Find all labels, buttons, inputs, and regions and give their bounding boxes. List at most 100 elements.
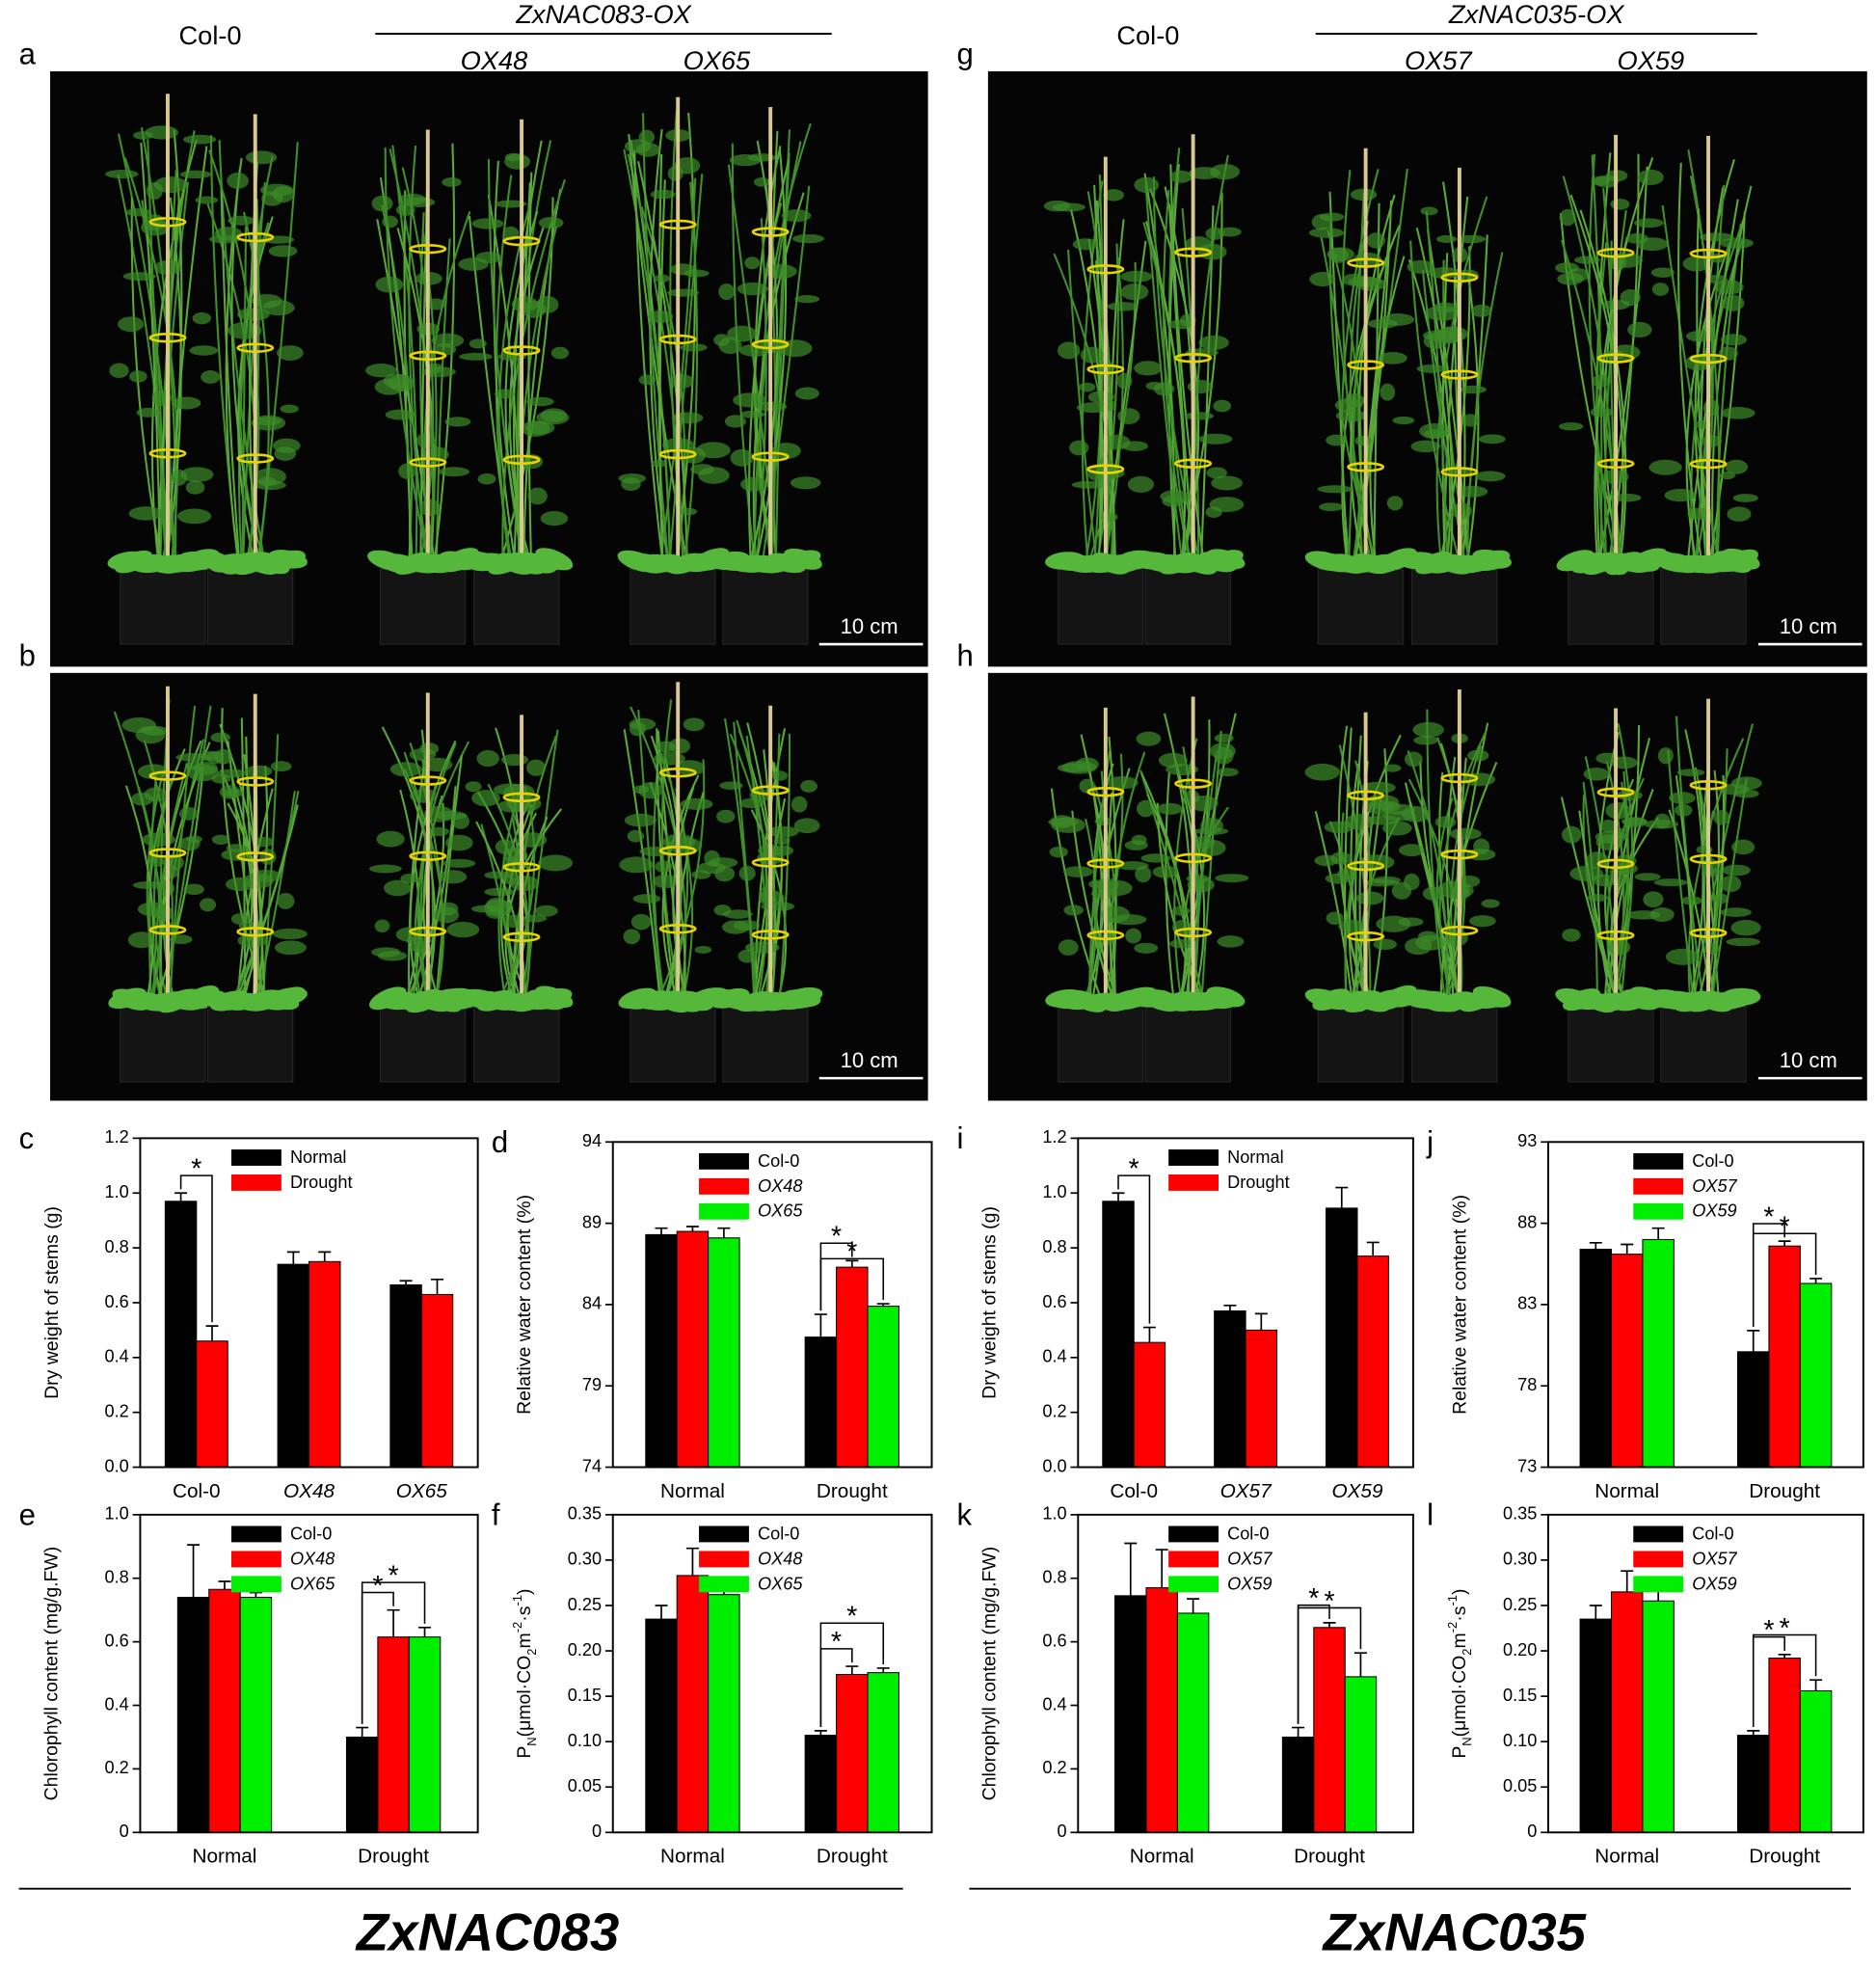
foliage — [494, 389, 515, 399]
foliage — [1152, 865, 1179, 878]
foliage — [1461, 414, 1480, 427]
x-tick-label: Drought — [817, 1846, 888, 1868]
foliage — [499, 914, 530, 929]
error-bar — [399, 1280, 413, 1285]
x-tick-label: Normal — [660, 1480, 725, 1502]
foliage — [1134, 942, 1159, 954]
foliage — [1134, 176, 1160, 194]
y-tick-label: 74 — [582, 1456, 602, 1475]
y-tick-label: 0.6 — [104, 1631, 128, 1650]
bar — [836, 1266, 869, 1469]
foliage — [470, 904, 503, 913]
foliage — [1355, 891, 1384, 905]
foliage — [484, 887, 515, 897]
foliage — [1434, 816, 1457, 828]
gene-label: ZxNAC083 — [355, 1903, 619, 1961]
foliage — [277, 892, 295, 909]
legend-swatch — [699, 1152, 749, 1170]
foliage — [1319, 502, 1344, 512]
tie — [1689, 928, 1728, 938]
foliage — [1595, 830, 1627, 844]
y-axis-label: Dry weight of stems (g) — [41, 1206, 63, 1399]
foliage — [199, 898, 217, 912]
foliage — [624, 813, 657, 827]
foliage — [730, 448, 754, 467]
y-tick-label: 0.8 — [1042, 1568, 1066, 1587]
foliage — [1481, 899, 1500, 908]
stem — [1606, 777, 1645, 995]
y-axis-label-part: -1 — [1445, 1595, 1460, 1606]
error-bar — [1366, 1241, 1380, 1256]
foliage — [500, 753, 529, 767]
tie — [1689, 353, 1728, 364]
foliage — [1651, 283, 1670, 296]
x-tick-label: Normal — [193, 1846, 257, 1868]
foliage — [129, 370, 147, 383]
significance-bracket — [819, 1257, 885, 1311]
y-tick-label: 0.10 — [1503, 1731, 1537, 1750]
stem — [1426, 709, 1446, 995]
foliage — [713, 904, 732, 916]
foliage — [1407, 259, 1434, 274]
foliage — [1198, 335, 1229, 350]
error-bar — [845, 1259, 859, 1268]
y-tick-label: 0.05 — [1503, 1776, 1537, 1795]
tie — [148, 217, 187, 228]
foliage — [1650, 267, 1675, 278]
tie — [148, 925, 187, 935]
bar — [1344, 1676, 1378, 1833]
legend-label: Col-0 — [290, 1524, 332, 1543]
plant — [105, 94, 220, 645]
y-axis-label-part: m — [514, 1633, 535, 1648]
foliage — [1721, 407, 1755, 419]
foliage — [1591, 374, 1611, 388]
stem — [409, 740, 457, 995]
foliage — [477, 473, 496, 485]
foliage — [1475, 471, 1506, 482]
foliage — [1209, 742, 1236, 760]
foliage — [793, 818, 820, 834]
stem — [1407, 750, 1449, 995]
foliage — [766, 825, 799, 838]
tie — [502, 862, 541, 873]
foliage — [716, 809, 736, 823]
foliage — [1169, 938, 1197, 949]
bar — [1768, 1245, 1801, 1469]
foliage — [384, 879, 412, 897]
line-label: OX59 — [1618, 45, 1685, 75]
tie — [1174, 353, 1213, 364]
foliage — [1325, 873, 1353, 884]
stem — [501, 178, 566, 557]
stem — [1591, 154, 1603, 557]
tie — [502, 345, 541, 356]
foliage — [1117, 408, 1140, 424]
bar — [196, 1340, 228, 1469]
foliage — [1720, 907, 1752, 917]
y-tick-label: 0.20 — [568, 1640, 602, 1660]
foliage — [469, 338, 487, 349]
foliage — [1103, 189, 1124, 202]
foliage — [709, 857, 738, 868]
foliage — [650, 189, 676, 200]
stem — [1095, 200, 1116, 557]
foliage — [389, 762, 422, 777]
panel-letter: j — [1426, 1125, 1434, 1159]
bar — [164, 1201, 198, 1469]
y-tick-label: 0.8 — [104, 1568, 128, 1587]
stem — [1169, 164, 1204, 557]
stem — [649, 128, 669, 557]
foliage — [446, 921, 480, 938]
foliage — [1590, 407, 1614, 418]
foliage — [1355, 277, 1386, 291]
bar — [389, 1283, 422, 1469]
foliage — [1669, 792, 1696, 805]
bar — [308, 1260, 341, 1469]
panel-letter: e — [19, 1498, 36, 1532]
foliage — [442, 177, 462, 187]
plant — [1648, 135, 1760, 645]
foliage — [794, 295, 820, 304]
scale-bar-label: 10 cm — [841, 1048, 898, 1072]
error-bar — [174, 1192, 188, 1201]
foliage — [1664, 488, 1697, 502]
error-bar — [655, 1227, 668, 1235]
